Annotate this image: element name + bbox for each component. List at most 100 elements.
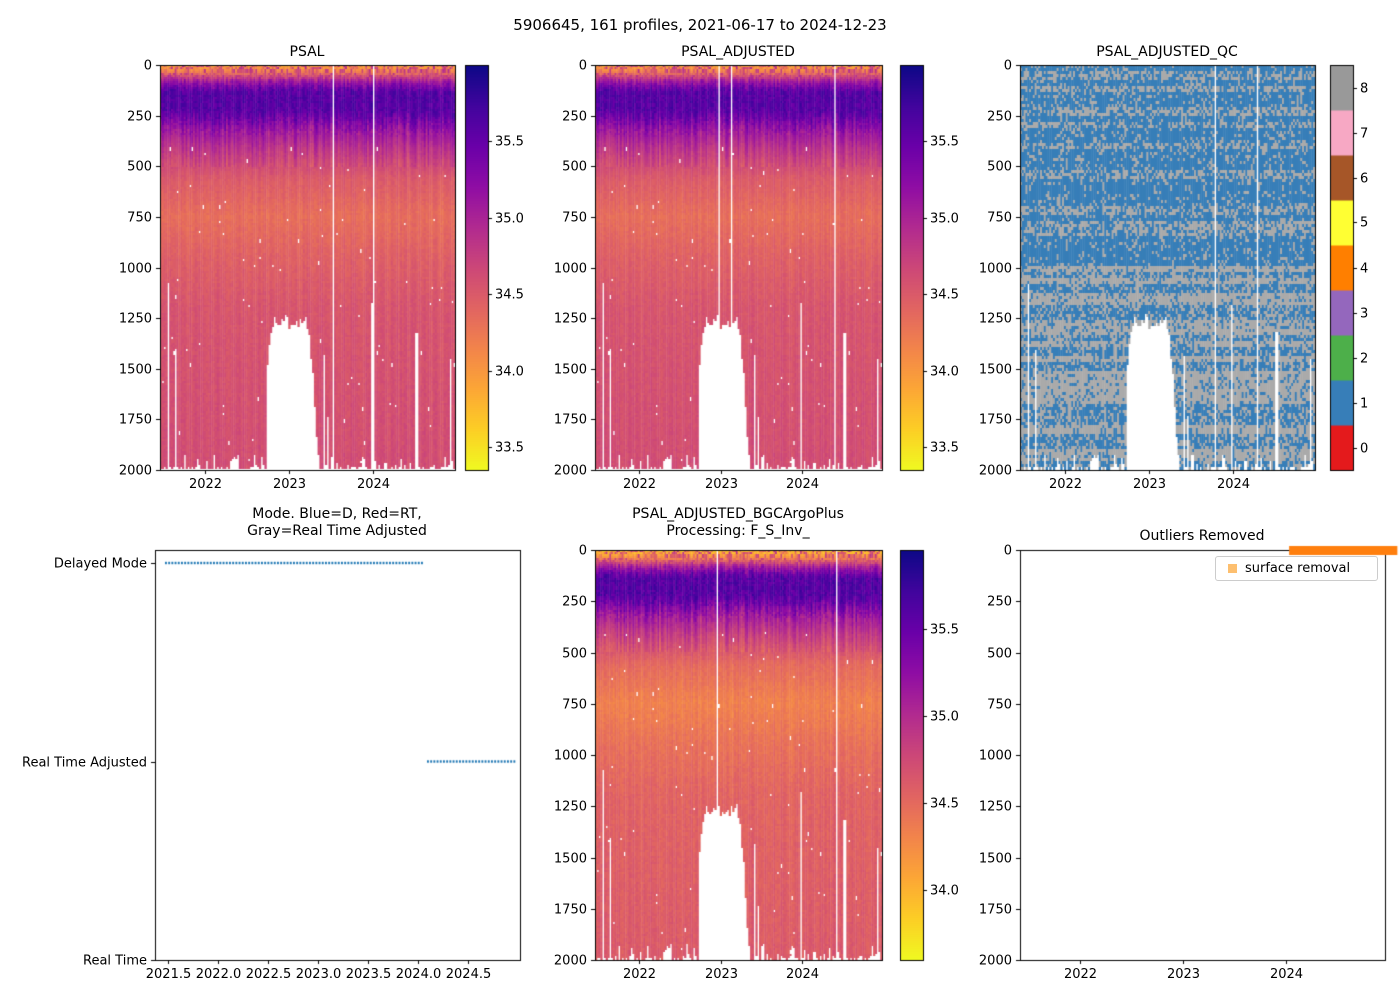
plot-title-psal-adjusted: PSAL_ADJUSTED <box>681 44 795 60</box>
legend-label: surface removal <box>1245 561 1351 576</box>
chart4-y-tick-label: 500 <box>562 646 587 661</box>
chart5-x-tick-label: 2024 <box>1269 967 1304 982</box>
chart2-colorbar-tick-label: 7 <box>1360 126 1369 141</box>
chart3-x-tick-label: 2022.5 <box>245 967 292 982</box>
chart2-y-tick-label: 500 <box>987 159 1012 174</box>
chart2-x-tick-label: 2023 <box>1132 477 1167 492</box>
chart2-y-tick-label: 1500 <box>978 362 1012 377</box>
chart4-y-tick-label: 2000 <box>553 953 587 968</box>
chart4-y-tick-label: 1000 <box>553 748 587 763</box>
chart0-y-tick-label: 250 <box>127 109 152 124</box>
chart5-y-tick-label: 750 <box>987 697 1012 712</box>
chart2-x-tick-label: 2024 <box>1216 477 1251 492</box>
chart5-x-tick-label: 2023 <box>1166 967 1201 982</box>
chart5-y-tick-label: 250 <box>987 594 1012 609</box>
chart2-x-tick-label: 2022 <box>1048 477 1083 492</box>
chart5-y-tick-label: 2000 <box>978 953 1012 968</box>
chart2-y-tick-label: 1000 <box>978 261 1012 276</box>
chart2-colorbar-tick-label: 0 <box>1360 441 1369 456</box>
chart1-x-tick-label: 2022 <box>622 477 657 492</box>
chart0-x-tick-label: 2024 <box>356 477 391 492</box>
chart0-colorbar-tick-label: 35.5 <box>495 134 524 149</box>
chart4-colorbar-tick-label: 34.5 <box>930 796 959 811</box>
chart1-x-tick-label: 2024 <box>785 477 820 492</box>
plot-title-outliers: Outliers Removed <box>1139 528 1265 544</box>
chart1-y-tick-label: 1500 <box>553 362 587 377</box>
chart0-colorbar-tick-label: 33.5 <box>495 440 524 455</box>
chart2-y-tick-label: 2000 <box>978 463 1012 478</box>
chart3-x-tick-label: 2022.0 <box>195 967 242 982</box>
chart0-colorbar-tick-label: 34.0 <box>495 364 524 379</box>
chart5-y-tick-label: 0 <box>1003 543 1012 558</box>
chart2-colorbar-tick-label: 1 <box>1360 396 1369 411</box>
chart4-y-tick-label: 250 <box>562 594 587 609</box>
chart0-y-tick-label: 2000 <box>118 463 152 478</box>
figure-title: 5906645, 161 profiles, 2021-06-17 to 202… <box>513 16 887 34</box>
chart1-colorbar-tick-label: 35.0 <box>930 211 959 226</box>
chart2-colorbar-tick-label: 2 <box>1360 351 1369 366</box>
chart1-y-tick-label: 1000 <box>553 261 587 276</box>
chart3-x-tick-label: 2023.5 <box>345 967 392 982</box>
chart2-y-tick-label: 0 <box>1003 58 1012 73</box>
chart0-y-tick-label: 500 <box>127 159 152 174</box>
chart4-y-tick-label: 750 <box>562 697 587 712</box>
chart5-x-tick-label: 2022 <box>1063 967 1098 982</box>
chart1-y-tick-label: 2000 <box>553 463 587 478</box>
chart4-colorbar-tick-label: 34.0 <box>930 883 959 898</box>
chart4-colorbar-tick-label: 35.0 <box>930 709 959 724</box>
chart1-x-tick-label: 2023 <box>704 477 739 492</box>
plot-title-psal: PSAL <box>289 44 325 60</box>
chart1-y-tick-label: 1750 <box>553 412 587 427</box>
chart3-x-tick-label: 2023.0 <box>295 967 342 982</box>
chart3-x-tick-label: 2024.0 <box>395 967 442 982</box>
chart0-colorbar-tick-label: 34.5 <box>495 287 524 302</box>
chart2-colorbar-tick-label: 8 <box>1360 81 1369 96</box>
chart4-y-tick-label: 0 <box>578 543 587 558</box>
chart1-y-tick-label: 0 <box>578 58 587 73</box>
plot-title-mode: Mode. Blue=D, Red=RT, Gray=Real Time Adj… <box>247 506 427 539</box>
chart4-x-tick-label: 2022 <box>622 967 657 982</box>
chart1-colorbar-tick-label: 34.5 <box>930 287 959 302</box>
chart4-y-tick-label: 1250 <box>553 799 587 814</box>
chart3-y-category-label: Real Time <box>83 953 147 968</box>
chart0-y-tick-label: 1250 <box>118 311 152 326</box>
legend-marker-square-icon <box>1228 564 1237 573</box>
chart2-y-tick-label: 1250 <box>978 311 1012 326</box>
legend-surface-removal: surface removal <box>1215 556 1378 581</box>
chart2-colorbar-tick-label: 4 <box>1360 261 1369 276</box>
chart1-colorbar-tick-label: 35.5 <box>930 134 959 149</box>
chart0-y-tick-label: 1750 <box>118 412 152 427</box>
chart3-y-category-label: Real Time Adjusted <box>22 755 147 770</box>
chart2-y-tick-label: 250 <box>987 109 1012 124</box>
chart4-x-tick-label: 2023 <box>704 967 739 982</box>
plot-title-bgc-processing: PSAL_ADJUSTED_BGCArgoPlus Processing: F_… <box>632 506 844 539</box>
chart0-colorbar-tick-label: 35.0 <box>495 211 524 226</box>
chart0-x-tick-label: 2023 <box>272 477 307 492</box>
chart5-y-tick-label: 1250 <box>978 799 1012 814</box>
plot-title-psal-adjusted-qc: PSAL_ADJUSTED_QC <box>1096 44 1238 60</box>
chart5-y-tick-label: 1000 <box>978 748 1012 763</box>
chart2-y-tick-label: 750 <box>987 210 1012 225</box>
chart4-x-tick-label: 2024 <box>785 967 820 982</box>
chart5-y-tick-label: 1750 <box>978 902 1012 917</box>
chart1-y-tick-label: 750 <box>562 210 587 225</box>
chart4-y-tick-label: 1750 <box>553 902 587 917</box>
chart1-colorbar-tick-label: 34.0 <box>930 364 959 379</box>
chart3-x-tick-label: 2021.5 <box>145 967 192 982</box>
chart2-colorbar-tick-label: 3 <box>1360 306 1369 321</box>
chart3-x-tick-label: 2024.5 <box>445 967 492 982</box>
chart4-colorbar-tick-label: 35.5 <box>930 622 959 637</box>
chart2-colorbar-tick-label: 6 <box>1360 171 1369 186</box>
chart1-y-tick-label: 500 <box>562 159 587 174</box>
chart0-y-tick-label: 1500 <box>118 362 152 377</box>
chart5-y-tick-label: 500 <box>987 646 1012 661</box>
chart4-y-tick-label: 1500 <box>553 851 587 866</box>
chart0-y-tick-label: 0 <box>143 58 152 73</box>
chart0-y-tick-label: 1000 <box>118 261 152 276</box>
chart0-x-tick-label: 2022 <box>188 477 223 492</box>
chart1-colorbar-tick-label: 33.5 <box>930 440 959 455</box>
chart1-y-tick-label: 1250 <box>553 311 587 326</box>
chart3-y-category-label: Delayed Mode <box>53 556 147 571</box>
